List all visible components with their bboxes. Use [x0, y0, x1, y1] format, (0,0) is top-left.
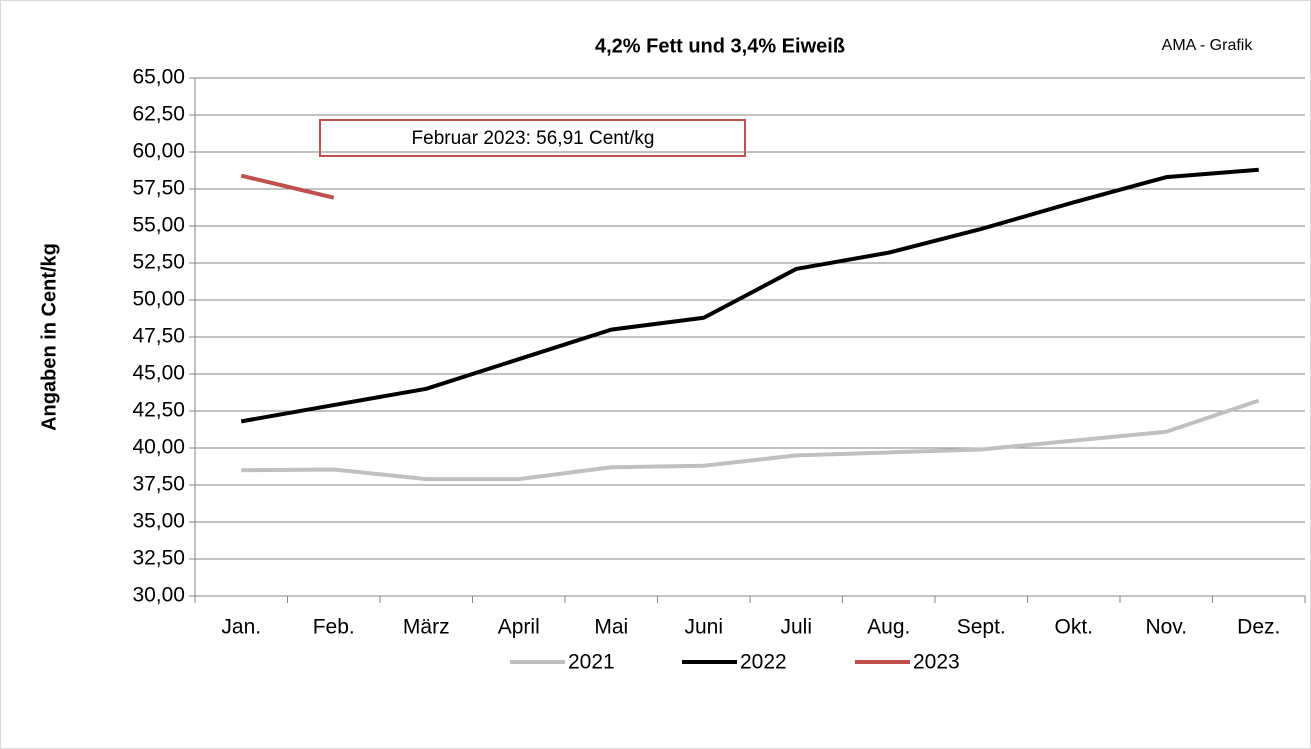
- y-tick-label: 62,50: [132, 103, 185, 126]
- y-tick-label: 60,00: [132, 140, 185, 163]
- legend-label: 2023: [913, 651, 960, 674]
- x-tick-label: Feb.: [313, 616, 355, 639]
- legend-label: 2022: [740, 651, 787, 674]
- y-tick-label: 30,00: [132, 584, 185, 607]
- annotation: Februar 2023: 56,91 Cent/kg: [412, 128, 655, 149]
- x-tick-label: Okt.: [1054, 616, 1093, 639]
- x-tick-label: Juli: [780, 616, 812, 639]
- y-axis-label: Angaben in Cent/kg: [38, 243, 60, 431]
- x-tick-label: Aug.: [867, 616, 910, 639]
- y-tick-label: 52,50: [132, 251, 185, 274]
- y-tick-label: 65,00: [132, 66, 185, 89]
- series-line: [241, 398, 1260, 482]
- y-tick-label: 42,50: [132, 399, 185, 422]
- x-tick-label: Sept.: [957, 616, 1006, 639]
- y-tick-label: 57,50: [132, 177, 185, 200]
- series-line: [240, 167, 1259, 424]
- legend-label: 2021: [568, 651, 615, 674]
- x-tick-label: Juni: [684, 616, 723, 639]
- x-tick-label: Dez.: [1237, 616, 1280, 639]
- x-tick-label: März: [403, 616, 450, 639]
- x-tick-label: April: [498, 616, 540, 639]
- chart-title: 4,2% Fett und 3,4% Eiweiß: [595, 35, 845, 57]
- credit: AMA - Grafik: [1162, 37, 1254, 54]
- y-tick-label: 37,50: [132, 473, 185, 496]
- x-tick-label: Nov.: [1145, 616, 1187, 639]
- y-tick-label: 55,00: [132, 214, 185, 237]
- y-tick-label: 32,50: [132, 547, 185, 570]
- x-tick-label: Jan.: [221, 616, 261, 639]
- y-tick-label: 40,00: [132, 436, 185, 459]
- x-tick-label: Mai: [594, 616, 628, 639]
- y-tick-label: 35,00: [132, 510, 185, 533]
- annotation-box: [319, 119, 746, 157]
- y-tick-label: 45,00: [132, 362, 185, 385]
- y-tick-label: 50,00: [132, 288, 185, 311]
- y-tick-label: 47,50: [132, 325, 185, 348]
- series-line: [240, 173, 335, 200]
